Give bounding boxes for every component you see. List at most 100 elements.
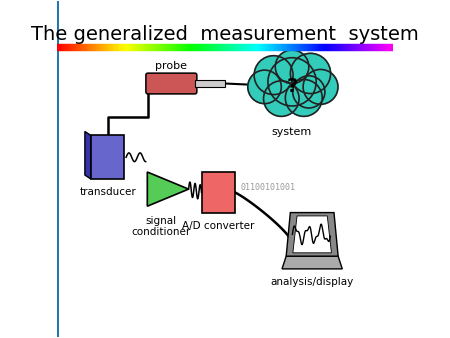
Bar <box>378 44 379 50</box>
Bar <box>224 44 225 50</box>
Bar <box>96 44 97 50</box>
Bar <box>317 44 318 50</box>
Bar <box>358 44 359 50</box>
Bar <box>161 44 162 50</box>
Bar <box>313 44 314 50</box>
Bar <box>204 44 205 50</box>
Bar <box>179 44 180 50</box>
Bar <box>343 44 344 50</box>
Bar <box>156 44 157 50</box>
Bar <box>201 44 202 50</box>
Bar <box>158 44 159 50</box>
Bar <box>93 44 94 50</box>
Bar <box>239 44 240 50</box>
Bar <box>288 44 289 50</box>
Bar <box>112 44 113 50</box>
Bar <box>203 44 204 50</box>
Bar <box>149 44 150 50</box>
Bar <box>324 44 325 50</box>
Bar <box>212 44 213 50</box>
Bar <box>124 44 125 50</box>
Bar <box>100 44 101 50</box>
Bar <box>135 44 136 50</box>
Polygon shape <box>293 216 332 253</box>
Bar <box>240 44 241 50</box>
Bar <box>102 44 103 50</box>
Bar <box>382 44 383 50</box>
Bar <box>128 44 129 50</box>
Bar <box>244 44 245 50</box>
Bar <box>342 44 343 50</box>
Bar <box>281 44 282 50</box>
Bar <box>243 44 244 50</box>
Bar <box>127 44 128 50</box>
Bar <box>269 44 270 50</box>
Bar <box>159 44 160 50</box>
Bar <box>148 44 149 50</box>
Bar <box>252 44 253 50</box>
Bar <box>299 44 300 50</box>
Bar <box>347 44 348 50</box>
Bar <box>172 44 173 50</box>
Bar <box>141 44 142 50</box>
Bar <box>74 44 75 50</box>
Bar <box>221 44 222 50</box>
Bar <box>81 44 82 50</box>
Bar <box>253 44 254 50</box>
Bar <box>196 44 197 50</box>
Bar <box>79 44 80 50</box>
Bar <box>116 44 117 50</box>
Bar <box>132 44 133 50</box>
Bar <box>87 44 88 50</box>
Bar <box>321 44 322 50</box>
Bar <box>384 44 385 50</box>
Bar <box>99 44 100 50</box>
Bar <box>219 44 220 50</box>
Bar <box>260 44 261 50</box>
Bar <box>199 44 200 50</box>
Bar <box>373 44 374 50</box>
Bar <box>109 44 110 50</box>
Bar <box>145 44 146 50</box>
Bar <box>107 44 108 50</box>
Text: signal
conditioner: signal conditioner <box>132 216 191 237</box>
Bar <box>97 44 98 50</box>
Bar <box>138 44 139 50</box>
Circle shape <box>248 70 281 104</box>
Bar <box>387 44 388 50</box>
Bar <box>268 44 269 50</box>
Bar <box>333 44 334 50</box>
Bar <box>88 44 89 50</box>
Bar <box>279 44 280 50</box>
Bar <box>364 44 365 50</box>
Bar <box>335 44 336 50</box>
Bar <box>220 44 221 50</box>
Bar <box>162 44 163 50</box>
Bar <box>232 44 233 50</box>
Bar <box>136 44 137 50</box>
Bar <box>377 44 378 50</box>
Bar <box>125 44 126 50</box>
Bar <box>331 44 332 50</box>
Bar <box>90 44 91 50</box>
Bar <box>217 44 218 50</box>
Bar <box>275 44 276 50</box>
Bar <box>65 44 66 50</box>
Bar <box>292 44 293 50</box>
Polygon shape <box>286 213 338 256</box>
Bar <box>170 44 171 50</box>
Bar <box>153 44 154 50</box>
Bar <box>155 44 156 50</box>
Bar <box>337 44 338 50</box>
Bar <box>385 44 386 50</box>
Bar <box>226 44 227 50</box>
Bar <box>325 44 326 50</box>
Circle shape <box>264 81 299 116</box>
Bar <box>160 44 161 50</box>
Bar <box>183 44 184 50</box>
Text: ?: ? <box>286 77 298 96</box>
Bar <box>200 44 201 50</box>
Bar <box>195 80 225 87</box>
Bar <box>344 44 345 50</box>
Bar <box>184 44 185 50</box>
